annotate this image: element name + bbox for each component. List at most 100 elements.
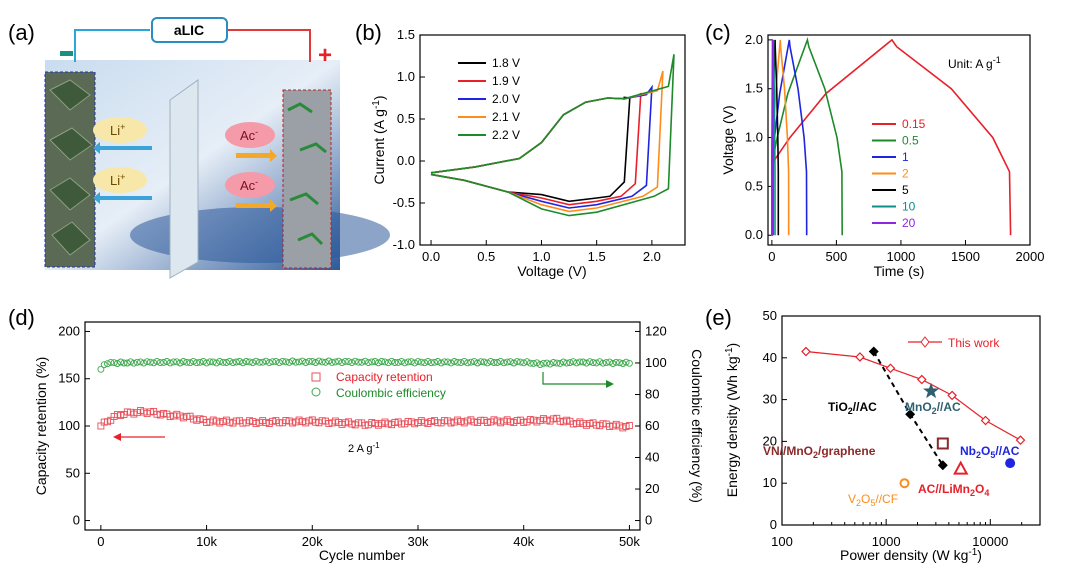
panel-e-letter: (e)	[705, 305, 732, 330]
ce-point	[543, 359, 551, 367]
ce-point	[130, 359, 138, 367]
x-tick-label: 1000	[886, 249, 915, 264]
y-tick-label: 40	[763, 350, 777, 365]
gcd-curve	[771, 39, 775, 236]
li-ion-2-arrow	[93, 192, 152, 204]
negative-electrode-frame	[44, 71, 96, 268]
y-tick-label: 20	[763, 433, 777, 448]
x-tick-label: 30k	[408, 534, 429, 549]
x-tick-label: 0.5	[477, 249, 495, 264]
x-tick-label: 100	[771, 534, 793, 549]
legend-label: 1	[902, 150, 909, 164]
legend-label: 0.5	[902, 134, 919, 148]
ce-point	[427, 359, 435, 367]
legend-label: 1.8 V	[492, 56, 520, 70]
ce-point	[226, 357, 234, 365]
ce-point	[143, 358, 151, 366]
ce-point	[563, 359, 571, 367]
ce-point	[625, 359, 633, 367]
panel-d-x-ticks: 0 10k 20k 30k 40k 50k	[97, 525, 640, 549]
ac-ion-2-label: Ac-	[240, 177, 258, 193]
this-work-point	[980, 415, 991, 426]
ce-point	[596, 358, 604, 366]
ce-point	[457, 359, 465, 367]
ce-point	[272, 357, 280, 365]
y-tick-label: 200	[58, 323, 80, 338]
li-ion-1: Li+	[93, 117, 152, 154]
ce-point	[381, 358, 389, 366]
y-tick-label: 0.5	[397, 111, 415, 126]
ce-point	[536, 361, 544, 368]
ce-point	[483, 359, 491, 367]
panel-c-series	[771, 36, 1012, 236]
ce-point	[219, 358, 227, 366]
this-work-point	[916, 374, 927, 385]
ce-point	[549, 359, 557, 366]
ac-ion-2-bubble	[225, 172, 275, 198]
x-tick-label: 0	[97, 534, 104, 549]
separator	[169, 79, 199, 279]
ce-point	[203, 359, 211, 367]
positive-electrode-frame	[282, 89, 332, 269]
this-work-point	[801, 346, 811, 357]
panel-d-y-ticks: 0 50 100 150 200	[58, 323, 90, 528]
arrow-left-head	[113, 433, 121, 441]
positive-electrode	[282, 89, 332, 269]
positive-electrode-flakes	[287, 102, 327, 246]
gcd-curve	[771, 38, 1012, 236]
ce-point	[318, 358, 326, 366]
ce-point	[335, 357, 343, 365]
ce-point	[160, 358, 168, 366]
ce-point	[526, 359, 534, 367]
wire-right	[228, 29, 311, 62]
x-tick-label: 1.5	[588, 249, 606, 264]
water-ripple	[130, 207, 390, 263]
ce-point	[569, 358, 577, 366]
ce-point	[100, 361, 108, 369]
ce-point	[510, 359, 518, 367]
panel-b-y-ticks: -1.0 -0.5 0.0 0.5 1.0 1.5	[393, 27, 425, 252]
cv-curve	[430, 96, 631, 203]
panel-a-letter: (a)	[8, 20, 35, 45]
tio2-ac-point	[905, 409, 916, 420]
ce-point	[530, 359, 538, 367]
ce-point	[292, 358, 300, 366]
panel-d-y-label: Capacity retention (%)	[33, 357, 49, 496]
y2-tick-label: 40	[645, 450, 659, 465]
ce-point	[279, 357, 287, 365]
ac-ion-1-bubble	[225, 122, 275, 148]
ce-point	[520, 359, 528, 367]
this-work-point	[1015, 435, 1026, 445]
ce-point	[262, 357, 270, 365]
panel-b-x-ticks: 0.0 0.5 1.0 1.5 2.0	[422, 240, 661, 264]
plus-icon: +	[318, 42, 332, 69]
legend-label: 5	[902, 183, 909, 197]
ce-point	[137, 358, 144, 366]
ce-point	[493, 359, 501, 366]
label-nb2o5-ac: Nb2O5//AC	[960, 444, 1020, 460]
panel-e-legend: This work	[908, 336, 1000, 350]
ce-point	[259, 358, 267, 366]
device-label: aLIC	[174, 22, 204, 38]
ce-point	[417, 358, 425, 366]
panel-c-letter: (c)	[705, 20, 731, 45]
ce-point	[434, 358, 442, 365]
ce-point	[285, 358, 293, 366]
x-tick-label: 500	[826, 249, 848, 264]
ce-point	[289, 357, 296, 365]
ce-point	[500, 359, 508, 367]
ce-point	[295, 358, 303, 366]
ce-point	[364, 359, 372, 367]
ce-point	[411, 359, 419, 367]
ce-point	[391, 359, 399, 366]
this-work-point	[947, 390, 957, 401]
y-tick-label: 50	[66, 465, 80, 480]
ce-point	[487, 357, 495, 365]
ce-point	[414, 358, 422, 366]
panel-d-series	[97, 357, 633, 432]
panel-b-x-label: Voltage (V)	[517, 263, 586, 279]
nb2o5-ac-point	[1005, 458, 1016, 469]
panel-e-axes-frame	[781, 315, 1041, 526]
ce-point	[371, 358, 379, 365]
panel-a: (a) aLIC + Li+ Li+	[8, 17, 390, 279]
